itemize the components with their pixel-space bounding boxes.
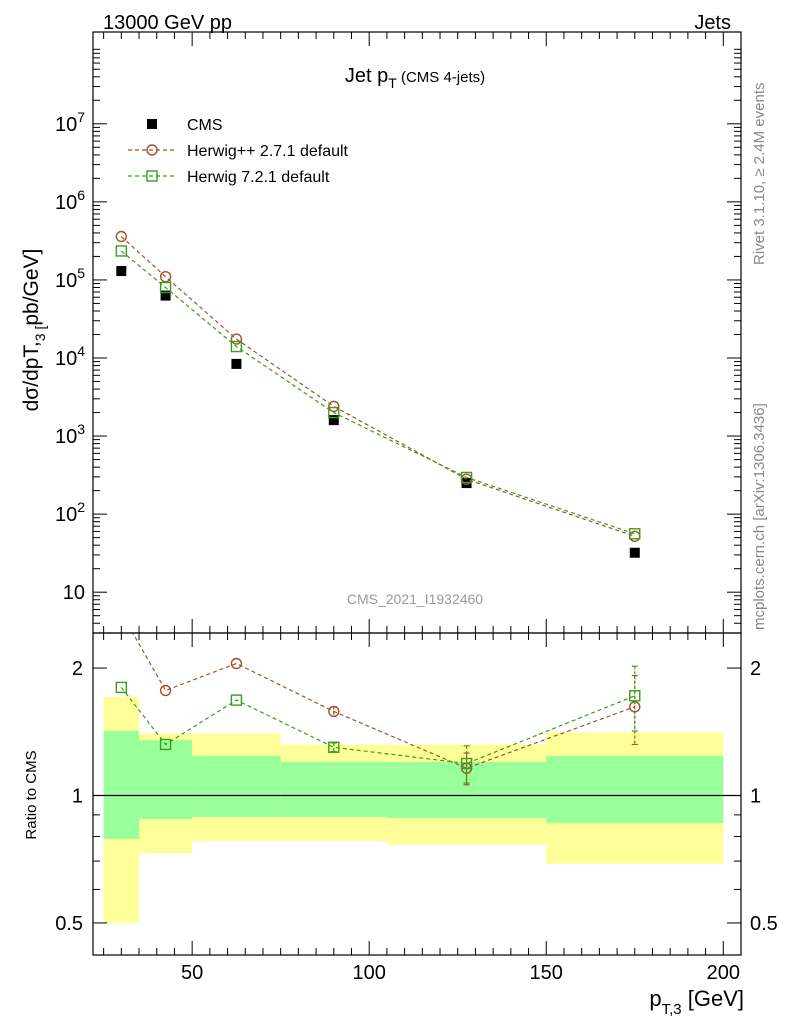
ratio-y-axis-label: Ratio to CMS — [23, 750, 40, 839]
analysis-id: CMS_2021_I1932460 — [347, 591, 483, 607]
ratio-data-point — [629, 690, 641, 702]
y-tick-label: 1 — [72, 785, 83, 807]
ratio-data-point — [460, 757, 473, 770]
ratio-plot: 0.5 0.5 1 1 2 2 50 100 150 200 Ratio to CMS pT,3 [G… — [23, 608, 778, 1018]
uncertainty-band-inner — [546, 755, 724, 824]
ratio-plot-frame — [92, 632, 742, 956]
ratio-series-group — [115, 608, 641, 786]
ratio-series-line — [132, 633, 636, 769]
data-point — [328, 415, 339, 426]
y-tick-label: 10 — [63, 582, 85, 604]
data-point — [230, 333, 243, 345]
ratio-data-point — [159, 738, 172, 751]
x-tick-label: 100 — [353, 962, 386, 984]
data-point — [159, 271, 172, 283]
ratio-data-point — [159, 684, 172, 697]
header-left: 13000 GeV pp — [103, 12, 232, 34]
side-text-lower: mcplots.cern.ch [arXiv:1306.3436] — [751, 403, 768, 630]
x-axis-label: pT,3 [GeV] — [649, 986, 744, 1018]
series-line — [120, 250, 635, 535]
data-point — [159, 281, 172, 294]
chart-title: Jet pT (CMS 4-jets) — [345, 65, 485, 91]
ratio-data-point — [116, 608, 126, 618]
uncertainty-band-inner — [103, 731, 140, 839]
ratio-data-point — [230, 657, 243, 670]
y-tick-label: 104 — [55, 343, 85, 370]
ratio-data-point — [328, 741, 340, 753]
legend-marker — [147, 119, 157, 129]
y-tick-label-right: 0.5 — [750, 913, 778, 935]
data-point — [115, 245, 128, 257]
y-tick-label: 106 — [55, 187, 85, 214]
y-axis-label: dσ/dpT,3 [pb/GeV] — [20, 249, 48, 412]
legend-label: Herwig 7.2.1 default — [187, 169, 330, 186]
data-point — [116, 266, 127, 277]
uncertainty-band-inner — [139, 740, 193, 819]
data-point — [629, 528, 641, 540]
side-text-upper: Rivet 3.1.10, ≥ 2.4M events — [751, 83, 768, 266]
data-point — [328, 400, 340, 413]
ratio-series-line — [120, 687, 636, 765]
legend-marker — [146, 170, 158, 182]
y-tick-label-right: 2 — [750, 658, 761, 680]
legend-label: CMS — [187, 117, 223, 134]
y-tick-label-right: 1 — [750, 785, 761, 807]
data-point — [231, 358, 242, 369]
uncertainty-band-inner — [192, 755, 281, 817]
data-point — [160, 290, 171, 301]
ratio-data-point — [115, 681, 128, 694]
x-tick-label: 150 — [530, 962, 563, 984]
data-point — [460, 471, 473, 484]
main-plot: 10 102 103 104 105 106 107 Jet pT (CMS 4-jets) d… — [20, 31, 742, 634]
data-point — [230, 340, 243, 353]
legend-marker — [146, 144, 158, 156]
x-tick-label: 50 — [181, 962, 203, 984]
ratio-data-point — [230, 694, 243, 706]
data-point — [629, 547, 640, 558]
x-tick-label: 200 — [707, 962, 740, 984]
legend-label: Herwig++ 2.7.1 default — [187, 143, 349, 160]
y-tick-label: 0.5 — [55, 913, 83, 935]
data-point — [115, 230, 128, 243]
y-tick-label: 107 — [55, 109, 85, 136]
ratio-data-point — [328, 705, 340, 718]
uncertainty-band-inner — [280, 761, 387, 817]
y-tick-label: 105 — [55, 265, 85, 292]
data-point — [328, 406, 340, 419]
y-tick-label: 2 — [72, 658, 83, 680]
y-tick-label: 103 — [55, 421, 85, 448]
series-line — [120, 236, 635, 537]
y-tick-label: 102 — [55, 499, 85, 526]
header-right: Jets — [694, 12, 731, 34]
